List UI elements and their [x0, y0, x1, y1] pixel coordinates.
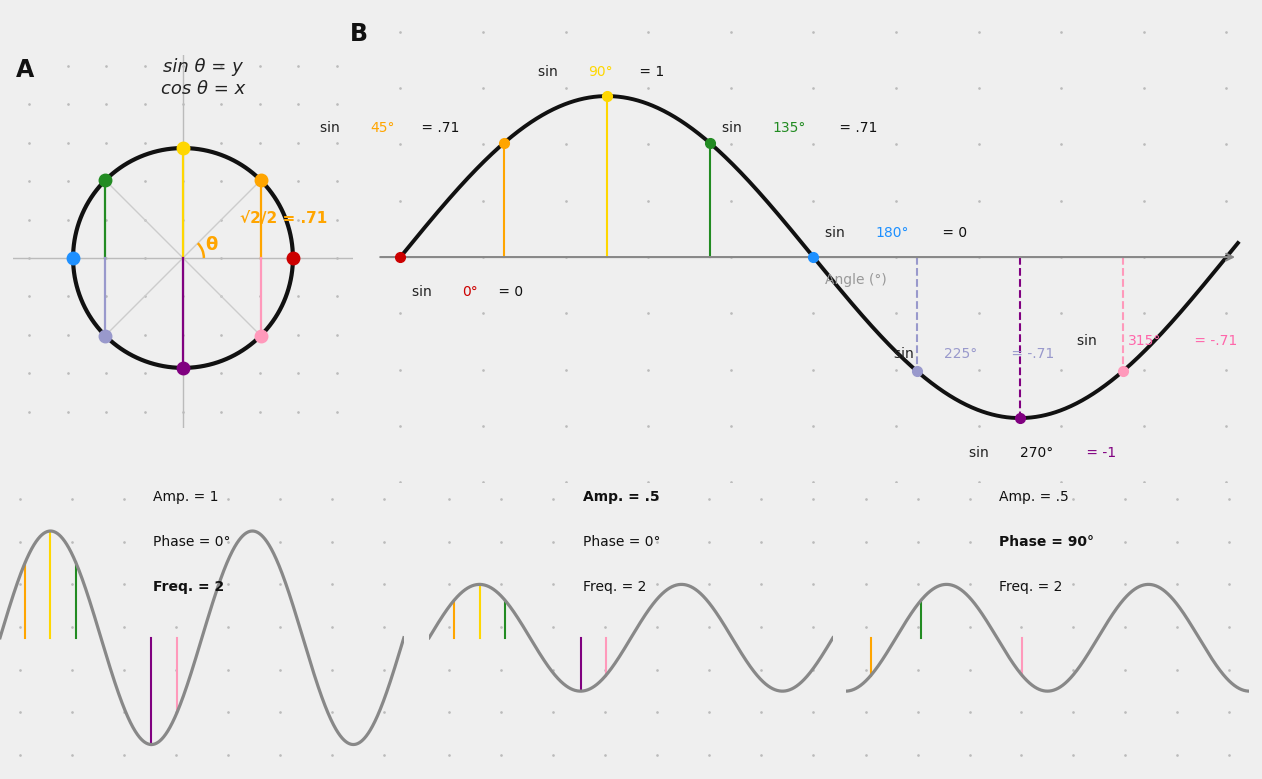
Text: 90°: 90° [588, 65, 613, 79]
Text: Freq. = 2: Freq. = 2 [154, 580, 225, 594]
Text: sin: sin [893, 347, 917, 361]
Text: 180°: 180° [876, 226, 909, 240]
Text: 0°: 0° [462, 285, 478, 299]
Text: = -1: = -1 [1083, 446, 1117, 460]
Text: Freq. = 2: Freq. = 2 [583, 580, 646, 594]
Text: = .71: = .71 [418, 122, 459, 136]
Text: √2/2 = .71: √2/2 = .71 [240, 211, 327, 226]
Text: = 1: = 1 [635, 65, 665, 79]
Text: Angle (°): Angle (°) [825, 273, 887, 287]
Text: sin: sin [1078, 333, 1102, 347]
Text: = -.71: = -.71 [1007, 347, 1054, 361]
Text: sin: sin [538, 65, 562, 79]
Text: = 0: = 0 [938, 226, 967, 240]
Text: sin: sin [411, 285, 435, 299]
Text: Phase = 90°: Phase = 90° [1000, 535, 1094, 549]
Text: 315°: 315° [1128, 333, 1161, 347]
Text: Amp. = .5: Amp. = .5 [583, 491, 659, 505]
Text: Amp. = 1: Amp. = 1 [154, 491, 220, 505]
Text: Phase = 0°: Phase = 0° [154, 535, 231, 549]
Text: = .71: = .71 [834, 122, 877, 136]
Text: sin: sin [321, 122, 345, 136]
Text: A: A [16, 58, 34, 82]
Text: = -.71: = -.71 [1190, 333, 1238, 347]
Text: 135°: 135° [772, 122, 805, 136]
Text: = 0: = 0 [493, 285, 522, 299]
Text: sin: sin [825, 226, 849, 240]
Text: Amp. = .5: Amp. = .5 [1000, 491, 1069, 505]
Text: θ: θ [204, 236, 217, 254]
Text: Phase = 0°: Phase = 0° [583, 535, 660, 549]
Text: 45°: 45° [371, 122, 395, 136]
Text: 270°: 270° [1020, 446, 1054, 460]
Text: Freq. = 2: Freq. = 2 [1000, 580, 1063, 594]
Text: sin θ = y: sin θ = y [163, 58, 242, 76]
Text: sin: sin [969, 446, 993, 460]
Text: sin: sin [722, 122, 746, 136]
Text: B: B [350, 22, 369, 46]
Text: cos θ = x: cos θ = x [160, 80, 245, 98]
Text: 225°: 225° [944, 347, 978, 361]
